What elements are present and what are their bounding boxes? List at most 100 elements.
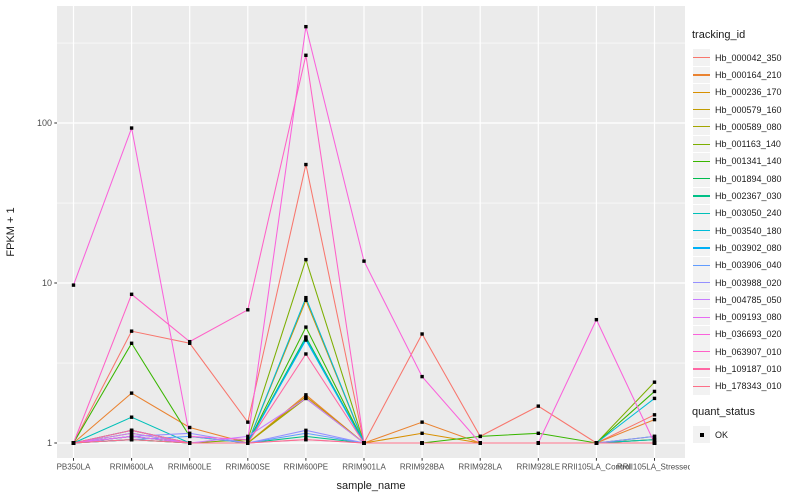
legend-item-Hb_002367_030: Hb_002367_030 [693, 187, 800, 205]
legend-item-label: Hb_000236_170 [715, 87, 782, 98]
legend-item-Hb_178343_010: Hb_178343_010 [693, 377, 800, 395]
axis-ticks: PB350LA RRIM600LA RRIM600LE RRIM600SE RRIM60… [37, 118, 692, 472]
data-point [304, 162, 308, 167]
data-point [420, 441, 424, 445]
line-swatch-icon [693, 143, 710, 145]
legend-key-swatch [693, 83, 710, 101]
line-swatch-icon [693, 160, 710, 163]
legend-item-Hb_004785_050: Hb_004785_050 [693, 291, 800, 309]
data-point [652, 396, 657, 401]
x-tick-label: RRIM600LE [168, 463, 212, 472]
legend-key-swatch [693, 153, 710, 170]
x-tick-label: RRIM600LA [110, 463, 154, 472]
legend-key-swatch [693, 135, 710, 153]
y-axis-title: FPKM + 1 [5, 207, 17, 256]
legend-item-label: Hb_063907_010 [715, 346, 782, 357]
data-point [652, 380, 657, 384]
data-point [71, 441, 76, 445]
gridlines [57, 6, 685, 458]
legend-item-label: Hb_003902_080 [715, 242, 782, 253]
legend-item-Hb_003906_040: Hb_003906_040 [693, 256, 800, 274]
data-point [129, 329, 134, 333]
x-tick-label: PB350LA [57, 463, 91, 472]
legend-key-swatch [693, 239, 710, 257]
legend-key-swatch [693, 205, 710, 222]
legend-panel: tracking_id Hb_000042_350 Hb_000164_210 Hb… [690, 28, 800, 443]
data-point [362, 441, 366, 445]
data-point [304, 428, 308, 433]
legend-item-Hb_001894_080: Hb_001894_080 [693, 170, 800, 188]
legend-item-Hb_000589_080: Hb_000589_080 [693, 118, 800, 136]
legend-item-Hb_003902_080: Hb_003902_080 [693, 239, 800, 257]
data-point [129, 391, 134, 395]
legend-item-label: OK [715, 429, 729, 440]
legend-item-Hb_000236_170: Hb_000236_170 [693, 83, 800, 101]
legend-key-swatch [693, 274, 710, 291]
data-point [129, 428, 134, 433]
data-point [129, 437, 134, 442]
data-point [246, 434, 250, 439]
legend-key-swatch [693, 49, 710, 66]
legend-item-label: Hb_000042_350 [715, 52, 782, 63]
x-tick-label: RRII105LA_Stressed [617, 463, 690, 472]
data-point [420, 431, 424, 435]
data-point [478, 441, 482, 445]
data-point [652, 413, 657, 417]
y-tick-label: 100 [37, 118, 52, 128]
data-point [129, 341, 134, 345]
data-point [652, 417, 657, 422]
legend-key-swatch [693, 222, 710, 239]
legend-item-Hb_000042_350: Hb_000042_350 [693, 49, 800, 66]
line-swatch-icon [693, 316, 710, 318]
data-point [304, 393, 308, 397]
legend-key-swatch [693, 101, 710, 118]
data-point [304, 396, 308, 401]
legend-item-Hb_063907_010: Hb_063907_010 [693, 343, 800, 360]
data-point [188, 339, 192, 344]
panel-background [57, 6, 685, 458]
data-point [420, 332, 424, 336]
legend-key-swatch [693, 326, 710, 343]
legend-item-label: Hb_109187_010 [715, 363, 782, 374]
data-point [420, 420, 424, 424]
line-swatch-icon [693, 108, 710, 111]
data-point [362, 259, 366, 263]
data-point [246, 420, 250, 424]
x-tick-label: RRIM901LA [342, 463, 386, 472]
legend-key-swatch [693, 170, 710, 188]
line-swatch-icon [693, 57, 710, 59]
legend-item-label: Hb_178343_010 [715, 381, 782, 392]
data-point [536, 441, 540, 445]
legend-title-quant-status: quant_status [692, 405, 755, 418]
data-point [188, 441, 192, 445]
legend-item-Hb_000164_210: Hb_000164_210 [693, 66, 800, 84]
data-point [304, 257, 308, 262]
data-point [652, 434, 657, 439]
data-point [420, 374, 424, 379]
x-tick-label: RRIM928BA [400, 463, 445, 472]
legend-key-swatch [693, 187, 710, 205]
legend-key-swatch [693, 377, 710, 395]
legend-item-quant-ok: OK [693, 426, 800, 443]
legend-item-label: Hb_009193_080 [715, 312, 782, 323]
data-point [304, 53, 308, 57]
chart-canvas: PB350LA RRIM600LA RRIM600LE RRIM600SE RRIM60… [5, 6, 692, 492]
x-tick-label: RRII105LA_Control [562, 463, 632, 472]
line-swatch-icon [693, 281, 710, 284]
data-point [304, 434, 308, 439]
line-swatch-icon [693, 74, 710, 76]
legend-item-Hb_109187_010: Hb_109187_010 [693, 360, 800, 378]
data-point [129, 126, 134, 130]
legend-item-Hb_009193_080: Hb_009193_080 [693, 308, 800, 326]
line-swatch-icon [693, 91, 710, 93]
legend-item-label: Hb_003906_040 [715, 260, 782, 271]
data-point [304, 431, 308, 435]
line-swatch-icon [693, 264, 710, 266]
data-point [304, 298, 308, 302]
x-tick-label: RRIM928LA [458, 463, 502, 472]
data-point [246, 308, 250, 312]
legend-item-Hb_036693_020: Hb_036693_020 [693, 326, 800, 343]
y-tick-label: 1 [47, 438, 52, 448]
legend-key-swatch [693, 343, 710, 360]
